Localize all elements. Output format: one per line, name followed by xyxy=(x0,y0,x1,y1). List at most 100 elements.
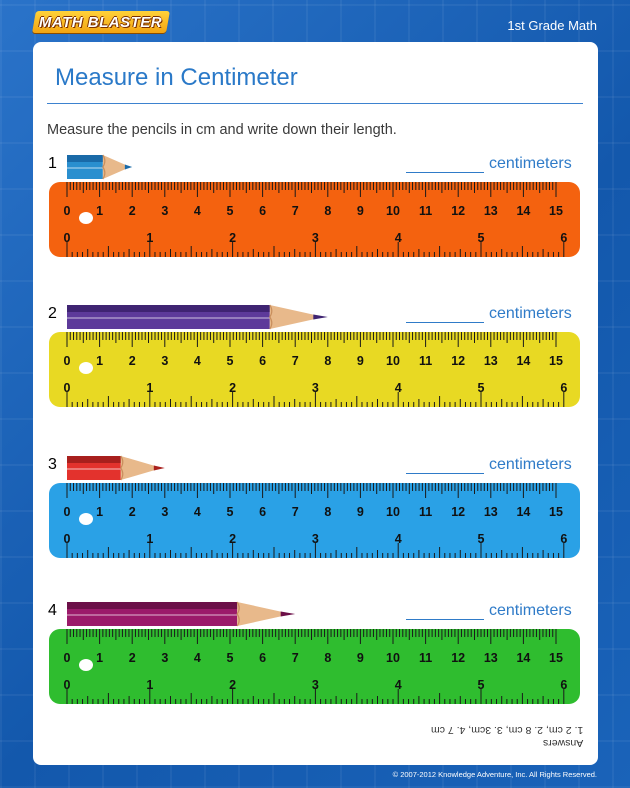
inch-label: 6 xyxy=(560,381,567,395)
cm-label: 2 xyxy=(129,505,136,519)
inch-label: 4 xyxy=(395,532,402,546)
cm-label: 2 xyxy=(129,651,136,665)
cm-label: 14 xyxy=(516,651,530,665)
cm-label: 13 xyxy=(484,354,498,368)
problem-number: 4 xyxy=(48,602,57,619)
cm-label: 10 xyxy=(386,354,400,368)
cm-label: 9 xyxy=(357,204,364,218)
inch-label: 6 xyxy=(560,231,567,245)
unit-label: centimeters xyxy=(489,155,572,172)
ruler-body xyxy=(49,483,580,558)
pencil-shaving-edge xyxy=(236,601,240,627)
pencil-shape xyxy=(67,455,165,481)
inch-label: 2 xyxy=(229,532,236,546)
inch-label: 6 xyxy=(560,678,567,692)
cm-label: 3 xyxy=(161,354,168,368)
cm-label: 8 xyxy=(324,204,331,218)
pencil-shade-top xyxy=(67,602,238,609)
inch-label: 1 xyxy=(146,678,153,692)
cm-label: 2 xyxy=(129,354,136,368)
cm-label: 3 xyxy=(161,505,168,519)
cm-label: 7 xyxy=(292,204,299,218)
inch-label: 2 xyxy=(229,381,236,395)
inch-label: 5 xyxy=(478,678,485,692)
ruler-hole xyxy=(79,212,93,224)
inch-label: 1 xyxy=(146,381,153,395)
cm-label: 7 xyxy=(292,651,299,665)
inch-label: 0 xyxy=(64,231,71,245)
cm-label: 7 xyxy=(292,505,299,519)
pencil-icon xyxy=(67,601,296,627)
answer-blank[interactable] xyxy=(406,322,484,323)
pencil-shaving-edge xyxy=(102,154,106,180)
cm-label: 6 xyxy=(259,651,266,665)
inch-label: 3 xyxy=(312,231,319,245)
cm-label: 15 xyxy=(549,651,563,665)
cm-label: 0 xyxy=(64,204,71,218)
cm-label: 1 xyxy=(96,354,103,368)
cm-label: 7 xyxy=(292,354,299,368)
problem-number: 1 xyxy=(48,155,57,172)
inch-label: 4 xyxy=(395,678,402,692)
ruler: 0 1 2 3 4 5 6 7 8 9 10 11 12 13 14 15 0 1 2 3 4 5 6 xyxy=(49,332,580,407)
pencil-wood xyxy=(269,305,316,329)
inch-label: 6 xyxy=(560,532,567,546)
problem-3: 3 centimeters 0 1 2 3 4 5 6 7 8 9 10 11 12 13 14 15 0 1 2 3… xyxy=(33,453,598,575)
cm-label: 13 xyxy=(484,651,498,665)
pencil-lead xyxy=(280,611,296,617)
pencil-wood xyxy=(237,602,283,626)
pencil-shade-top xyxy=(67,305,270,312)
cm-label: 8 xyxy=(324,651,331,665)
pencil-shape xyxy=(67,154,133,180)
problem-1: 1 centimeters 0 1 2 3 4 5 6 7 8 9 10 11 12 13 14 15 0 1 2 3… xyxy=(33,152,598,274)
cm-label: 11 xyxy=(419,651,432,665)
logo-text: MATH BLASTER xyxy=(39,13,163,31)
inch-label: 0 xyxy=(64,532,71,546)
answer-blank[interactable] xyxy=(406,473,484,474)
ruler-hole xyxy=(79,513,93,525)
unit-label: centimeters xyxy=(489,602,572,619)
cm-label: 4 xyxy=(194,354,201,368)
answer-blank[interactable] xyxy=(406,619,484,620)
pencil-shaving-edge xyxy=(120,455,124,481)
inch-label: 3 xyxy=(312,532,319,546)
cm-label: 5 xyxy=(227,505,234,519)
pencil-highlight xyxy=(67,614,238,616)
math-blaster-logo[interactable]: MATH BLASTER xyxy=(32,11,170,33)
answers-upside-down: Answers 1. 2 cm, 2. 8 cm, 3. 3cm, 4. 7 c… xyxy=(431,723,583,749)
inch-label: 1 xyxy=(146,231,153,245)
answer-blank[interactable] xyxy=(406,172,484,173)
cm-label: 10 xyxy=(386,505,400,519)
cm-label: 1 xyxy=(96,651,103,665)
ruler-body xyxy=(49,629,580,704)
cm-label: 12 xyxy=(451,651,465,665)
pencil-wood xyxy=(120,456,156,480)
cm-label: 6 xyxy=(259,505,266,519)
pencil-shape xyxy=(67,601,296,627)
cm-label: 0 xyxy=(64,505,71,519)
cm-label: 5 xyxy=(227,354,234,368)
cm-label: 12 xyxy=(451,204,465,218)
problem-number: 2 xyxy=(48,305,57,322)
inch-label: 3 xyxy=(312,381,319,395)
worksheet-title: Measure in Centimeter xyxy=(55,64,298,91)
answers-heading: Answers xyxy=(543,737,584,749)
cm-label: 9 xyxy=(357,354,364,368)
pencil-icon xyxy=(67,455,165,481)
pencil-lead xyxy=(153,465,165,471)
cm-label: 6 xyxy=(259,354,266,368)
cm-label: 5 xyxy=(227,651,234,665)
cm-label: 4 xyxy=(194,651,201,665)
cm-label: 11 xyxy=(419,354,432,368)
pencil-highlight xyxy=(67,167,103,169)
pencil-highlight xyxy=(67,317,270,319)
ruler: 0 1 2 3 4 5 6 7 8 9 10 11 12 13 14 15 0 1 2 3 4 5 6 xyxy=(49,629,580,704)
cm-label: 15 xyxy=(549,354,563,368)
pencil-highlight xyxy=(67,468,121,470)
cm-label: 14 xyxy=(516,354,530,368)
cm-label: 8 xyxy=(324,505,331,519)
cm-label: 5 xyxy=(227,204,234,218)
inch-label: 5 xyxy=(478,381,485,395)
cm-label: 3 xyxy=(161,651,168,665)
copyright-notice: © 2007-2012 Knowledge Adventure, Inc. Al… xyxy=(392,770,597,779)
